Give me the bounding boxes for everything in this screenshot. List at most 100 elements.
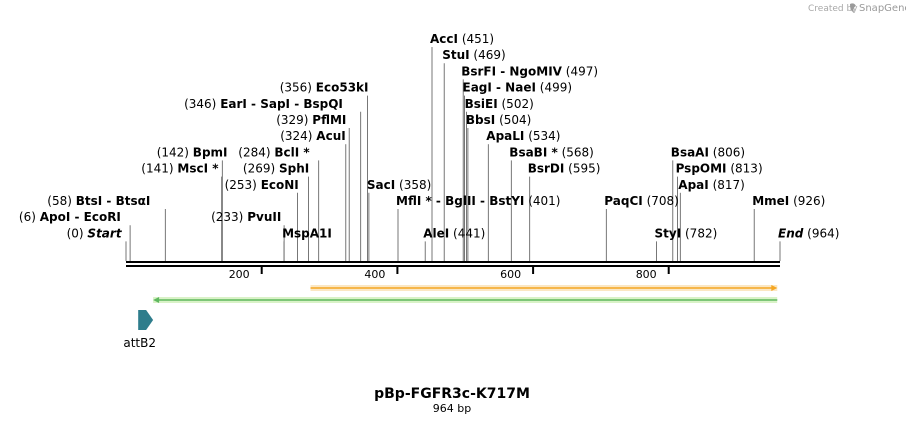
site-name: EagI - NaeI <box>463 81 536 95</box>
site-position: (534) <box>528 129 560 143</box>
credit-brand: SnapGene <box>859 3 906 14</box>
site-label-styi: StyI (782) <box>655 226 718 240</box>
site-name: BsaBI * <box>509 145 558 159</box>
site-position: (6) <box>19 210 36 224</box>
orange-feature-arrow <box>310 285 778 291</box>
site-label-bsiei: BsiEI (502) <box>465 97 534 111</box>
site-lines <box>125 47 781 261</box>
site-label-stui: StuI (469) <box>442 48 506 62</box>
sequence-backbone <box>126 261 780 267</box>
site-position: (497) <box>566 64 598 78</box>
site-name: ApaLI <box>486 129 524 143</box>
site-position: (499) <box>540 81 572 95</box>
attb2-feature: attB2 <box>123 310 156 350</box>
site-label-pflmi: (329) PflMI <box>276 113 346 127</box>
features: attB2 <box>123 285 778 350</box>
site-label-acci: AccI (451) <box>430 32 494 46</box>
site-name: PspOMI <box>676 162 727 176</box>
credit-prefix: Created by <box>808 4 858 14</box>
site-label-apai: ApaI (817) <box>678 178 745 192</box>
site-name: MflI * - BglII - BstYI <box>396 194 524 208</box>
axis-ticks: 200 400 600 800 <box>229 266 670 281</box>
site-name: ApoI - EcoRI <box>40 210 121 224</box>
site-name: BbsI <box>466 113 495 127</box>
site-name: PaqCI <box>604 194 642 208</box>
site-name: StuI <box>442 48 469 62</box>
site-position: (451) <box>462 32 494 46</box>
site-position: (817) <box>713 178 745 192</box>
site-label-apoi-ecori: (6) ApoI - EcoRI <box>19 210 121 224</box>
plasmid-name: pBp-FGFR3c-K717M <box>374 386 530 402</box>
site-name: BsaAI <box>671 145 709 159</box>
site-label-eari-sapi-bspqi: (346) EarI - SapI - BspQI <box>184 97 343 111</box>
site-name: BsiEI <box>465 97 498 111</box>
site-name: Start <box>87 226 122 240</box>
site-position: (141) <box>141 162 173 176</box>
site-position: (504) <box>499 113 531 127</box>
site-position: (324) <box>280 129 312 143</box>
axis-tick-label: 600 <box>500 268 521 281</box>
site-position: (708) <box>647 194 679 208</box>
site-name: End <box>778 226 804 240</box>
site-name: StyI <box>655 226 682 240</box>
site-name: MmeI <box>752 194 789 208</box>
attb2-arrow-icon <box>138 310 154 330</box>
site-position: (782) <box>685 226 717 240</box>
site-label-econi: (253) EcoNI <box>225 178 299 192</box>
site-position: (595) <box>568 162 600 176</box>
site-name: EcoNI <box>261 178 299 192</box>
site-name: BclI * <box>274 145 310 159</box>
site-label-pvuii: (233) PvuII <box>211 210 281 224</box>
site-label-bsabi: BsaBI * (568) <box>509 145 594 159</box>
site-label-bpmi: (142) BpmI <box>157 145 228 159</box>
site-label-bbsi: BbsI (504) <box>466 113 531 127</box>
site-label-end: End (964) <box>778 226 839 240</box>
site-label-eco53ki: (356) Eco53kI <box>280 81 369 95</box>
green-feature-arrow <box>153 297 778 303</box>
site-labels: AccI (451) StuI (469) BsrFI - NgoMIV (497)… <box>19 32 840 240</box>
axis-tick-label: 200 <box>229 268 250 281</box>
site-label-apali: ApaLI (534) <box>486 129 560 143</box>
attb2-label: attB2 <box>123 336 156 350</box>
site-name: AcuI <box>316 129 345 143</box>
site-label-eagi-naei: EagI - NaeI (499) <box>463 81 573 95</box>
site-label-alei: AleI (441) <box>423 226 485 240</box>
site-label-sphi: (269) SphI <box>243 162 309 176</box>
site-label-saci: SacI (358) <box>367 178 431 192</box>
site-position: (358) <box>399 178 431 192</box>
site-name: AleI <box>423 226 449 240</box>
site-name: ApaI <box>678 178 708 192</box>
site-label-bsaai: BsaAI (806) <box>671 145 745 159</box>
site-label-pspomi: PspOMI (813) <box>676 162 763 176</box>
site-label-acui: (324) AcuI <box>280 129 346 143</box>
site-position: (926) <box>793 194 825 208</box>
site-label-bsrfi-ngomiv: BsrFI - NgoMIV (497) <box>461 64 598 78</box>
site-name: SacI <box>367 178 395 192</box>
site-position: (284) <box>238 145 270 159</box>
site-position: (356) <box>280 81 312 95</box>
site-label-btsi-bts-i: (58) BtsI - BtsαI <box>47 194 150 208</box>
axis-tick-label: 800 <box>636 268 657 281</box>
site-position: (568) <box>562 145 594 159</box>
site-position: (0) <box>67 226 84 240</box>
site-position: (401) <box>528 194 560 208</box>
site-label-start: (0) Start <box>67 226 123 240</box>
snapgene-credit: Created by SnapGene <box>808 3 906 14</box>
site-name: BsrDI <box>528 162 565 176</box>
site-position: (502) <box>502 97 534 111</box>
site-label-mfli-bglii-bstyi: MflI * - BglII - BstYI (401) <box>396 194 561 208</box>
site-name: SphI <box>279 162 309 176</box>
site-name: EarI - SapI - BspQI <box>220 97 343 111</box>
site-position: (813) <box>730 162 762 176</box>
site-position: (253) <box>225 178 257 192</box>
site-position: (269) <box>243 162 275 176</box>
site-label-bcli: (284) BclI * <box>238 145 310 159</box>
site-name: BsrFI - NgoMIV <box>461 64 562 78</box>
site-name: AccI <box>430 32 458 46</box>
site-label-paqci: PaqCI (708) <box>604 194 679 208</box>
site-position: (469) <box>473 48 505 62</box>
plasmid-length: 964 bp <box>433 402 471 415</box>
site-name: BpmI <box>193 145 228 159</box>
site-position: (329) <box>276 113 308 127</box>
